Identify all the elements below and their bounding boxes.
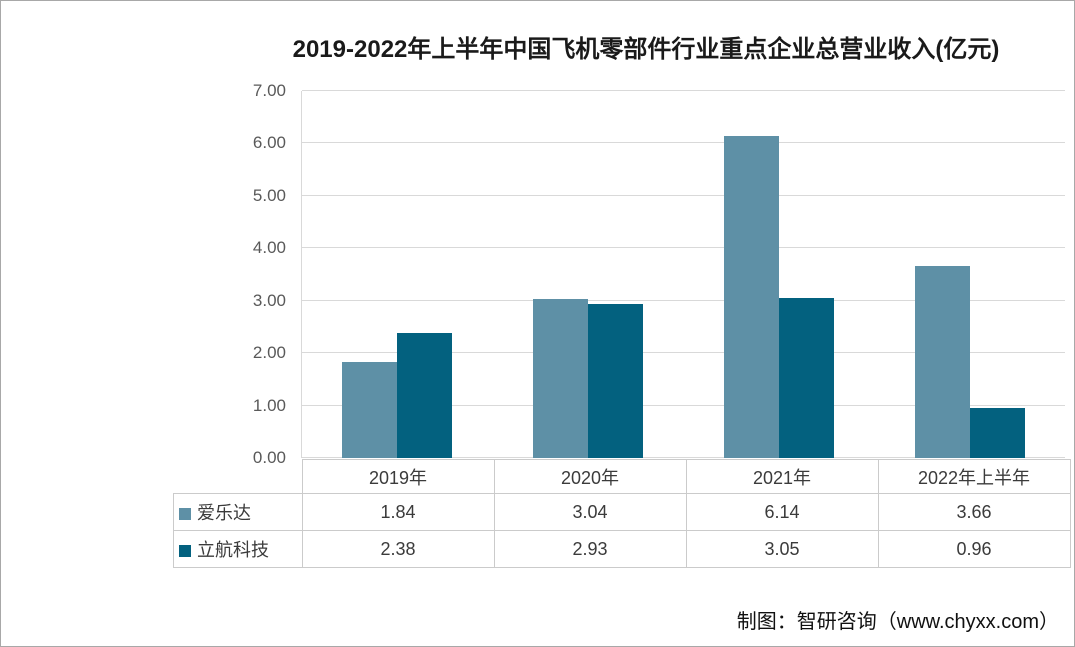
y-axis-tick-label: 4.00 xyxy=(252,238,286,258)
year-header-cell: 2021年 xyxy=(685,459,879,494)
legend-swatch-icon xyxy=(179,508,191,520)
year-header-cell: 2022年上半年 xyxy=(877,459,1071,494)
value-cell: 3.05 xyxy=(685,530,879,568)
value-cell: 3.66 xyxy=(877,493,1071,531)
plot-area xyxy=(301,90,1065,458)
legend-cell: 立航科技 xyxy=(173,530,303,568)
value-cell: 1.84 xyxy=(301,493,495,531)
bar-series1-cat2 xyxy=(533,298,589,458)
gridline xyxy=(302,352,1065,354)
gridline xyxy=(302,404,1065,406)
data-table: 2019年 2020年 2021年 2022年上半年爱乐达 1.84 3.04 6.14 3.… xyxy=(173,459,1071,568)
gridline xyxy=(302,299,1065,301)
year-header-cell: 2019年 xyxy=(301,459,495,494)
table-corner-cell xyxy=(174,460,303,494)
value-cell: 0.96 xyxy=(877,530,1071,568)
y-axis: 0.00 1.00 2.00 3.00 4.00 5.00 6.00 7.00 xyxy=(211,81,286,467)
bar-series1-cat1 xyxy=(342,361,398,458)
value-cell: 3.04 xyxy=(493,493,687,531)
credit-text: 制图：智研咨询（www.chyxx.com） xyxy=(736,611,1059,633)
year-header-cell: 2020年 xyxy=(493,459,687,494)
y-axis-tick-label: 3.00 xyxy=(252,290,286,310)
legend-cell: 爱乐达 xyxy=(173,493,303,531)
y-axis-tick-label: 2.00 xyxy=(252,343,286,363)
gridline xyxy=(302,457,1065,458)
y-axis-tick-label: 5.00 xyxy=(252,185,286,205)
gridline xyxy=(302,247,1065,249)
bar-series2-cat1 xyxy=(397,333,453,458)
bar-series1-cat3 xyxy=(723,136,779,458)
value-cell: 6.14 xyxy=(685,493,879,531)
gridline xyxy=(302,194,1065,196)
value-cell: 2.93 xyxy=(493,530,687,568)
bar-series2-cat3 xyxy=(778,298,834,458)
gridline xyxy=(302,90,1065,91)
chart-title: 2019-2022年上半年中国飞机零部件行业重点企业总营业收入(亿元) xyxy=(292,36,1000,63)
bar-series2-cat2 xyxy=(588,304,644,458)
value-cell: 2.38 xyxy=(301,530,495,568)
y-axis-tick-label: 1.00 xyxy=(252,395,286,415)
legend-swatch-icon xyxy=(179,545,191,557)
y-axis-tick-label: 7.00 xyxy=(252,81,286,100)
table-row: 爱乐达 1.84 3.04 6.14 3.66 xyxy=(173,493,1071,531)
gridline xyxy=(302,142,1065,144)
series-name-label: 立航科技 xyxy=(197,540,269,560)
bar-series1-cat4 xyxy=(914,266,970,458)
table-row: 立航科技 2.38 2.93 3.05 0.96 xyxy=(173,530,1071,568)
y-axis-tick-label: 6.00 xyxy=(252,133,286,153)
y-axis-tick-label: 0.00 xyxy=(252,448,286,467)
bar-series2-cat4 xyxy=(969,407,1025,458)
series-name-label: 爱乐达 xyxy=(197,503,251,523)
